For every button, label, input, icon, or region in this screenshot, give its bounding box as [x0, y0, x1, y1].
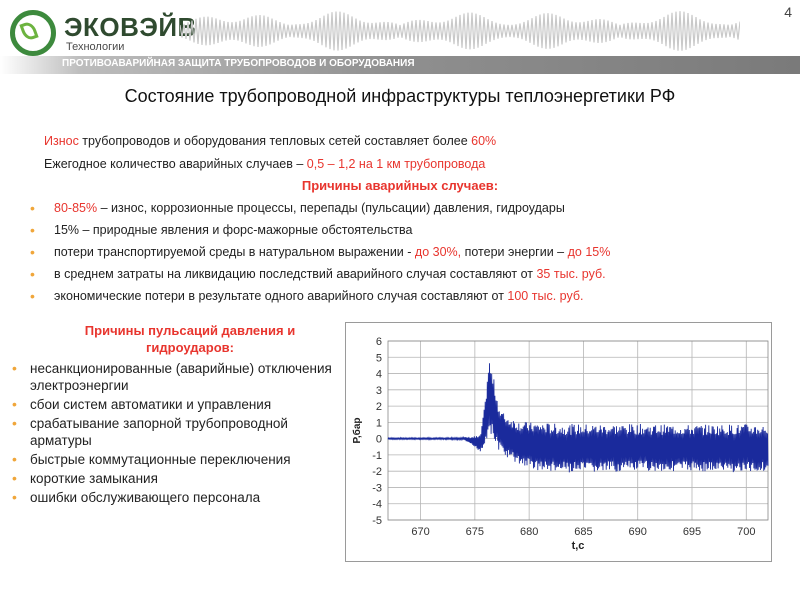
cause-value: до 15% — [567, 245, 611, 259]
accidents-line: Ежегодное количество аварийных случаев –… — [44, 157, 485, 171]
x-tick-label: 685 — [574, 526, 592, 538]
pulsation-heading-line2: гидроударов: — [146, 340, 234, 355]
x-tick-label: 700 — [737, 526, 755, 538]
list-item: в среднем затраты на ликвидацию последст… — [30, 266, 610, 288]
list-item: срабатывание запорной трубопроводной арм… — [8, 415, 348, 449]
list-item: короткие замыкания — [8, 470, 348, 487]
wear-text: трубопроводов и оборудования тепловых се… — [78, 134, 472, 148]
cause-text: потери транспортируемой среды в натураль… — [54, 245, 415, 259]
x-tick-label: 695 — [683, 526, 701, 538]
list-item: 80-85% – износ, коррозионные процессы, п… — [30, 200, 610, 222]
y-axis-label: P,бар — [351, 417, 363, 443]
logo-ring-icon — [10, 10, 56, 56]
list-item: потери транспортируемой среды в натураль… — [30, 244, 610, 266]
header-ribbon: ПРОТИВОАВАРИЙНАЯ ЗАЩИТА ТРУБОПРОВОДОВ И … — [0, 56, 800, 74]
pulsation-causes-list: несанкционированные (аварийные) отключен… — [8, 360, 348, 508]
list-item: ошибки обслуживающего персонала — [8, 489, 348, 506]
cause-text: потери энергии – — [461, 245, 568, 259]
list-item: экономические потери в результате одного… — [30, 288, 610, 310]
y-tick-label: 0 — [376, 434, 382, 446]
list-item: несанкционированные (аварийные) отключен… — [8, 360, 348, 394]
causes-heading: Причины аварийных случаев: — [301, 178, 499, 193]
x-tick-label: 670 — [411, 526, 429, 538]
y-tick-label: 2 — [376, 401, 382, 413]
pressure-chart-svg: 6 5 4 3 2 1 0 -1 -2 -3 -4 -5 670 675 680 685 690 695 700 t,… — [351, 336, 769, 552]
company-logo: ЭКОВЭЙВ Технологии — [10, 10, 196, 58]
x-axis-label: t,c — [572, 540, 585, 552]
y-tick-label: 4 — [376, 369, 382, 381]
slide-title: Состояние трубопроводной инфраструктуры … — [124, 86, 676, 106]
wear-percent: 60% — [471, 134, 497, 148]
cause-text: экономические потери в результате одного… — [54, 289, 508, 303]
list-item: 15% – природные явления и форс-мажорные … — [30, 222, 610, 244]
y-tick-label: -1 — [372, 450, 382, 462]
page-number: 4 — [784, 4, 792, 20]
y-tick-label: 3 — [376, 385, 382, 397]
header-waveform-decoration — [180, 11, 740, 51]
y-tick-label: -5 — [372, 515, 382, 527]
logo-subtitle: Технологии — [66, 41, 125, 53]
logo-name: ЭКОВЭЙВ — [64, 12, 197, 42]
y-tick-label: -3 — [372, 482, 382, 494]
cause-value: тыс. руб. — [528, 289, 584, 303]
wear-line: Износ трубопроводов и оборудования тепло… — [44, 134, 496, 148]
waveform-line — [180, 11, 740, 51]
cause-percent: 80-85% — [54, 201, 98, 215]
plot-area — [387, 340, 769, 521]
pulsation-heading: Причины пульсаций давления и гидроударов… — [30, 322, 350, 356]
pressure-series-line — [387, 363, 769, 473]
y-tick-label: -4 — [372, 499, 382, 511]
ribbon-text: ПРОТИВОАВАРИЙНАЯ ЗАЩИТА ТРУБОПРОВОДОВ И … — [62, 58, 415, 69]
accidents-rate: 0,5 – 1,2 на 1 км трубопровода — [306, 157, 486, 171]
list-item: сбои систем автоматики и управления — [8, 396, 348, 413]
y-tick-label: 1 — [376, 417, 382, 429]
y-tick-label: 6 — [376, 336, 382, 348]
cause-value: до 30%, — [414, 245, 462, 259]
causes-list: 80-85% – износ, коррозионные процессы, п… — [30, 200, 610, 310]
cause-text: 15% – природные явления и форс-мажорные … — [54, 223, 413, 237]
cause-value: 100 — [507, 289, 529, 303]
y-tick-label: 5 — [376, 352, 382, 364]
pressure-chart: 6 5 4 3 2 1 0 -1 -2 -3 -4 -5 670 675 680 685 690 695 700 t,… — [345, 322, 772, 562]
cause-text: в среднем затраты на ликвидацию последст… — [54, 267, 537, 281]
cause-value: 35 тыс. руб. — [536, 267, 606, 281]
accidents-text: Ежегодное количество аварийных случаев – — [44, 157, 307, 171]
x-tick-label: 675 — [466, 526, 484, 538]
pulsation-heading-line1: Причины пульсаций давления и — [84, 323, 296, 338]
cause-text: – износ, коррозионные процессы, перепады… — [97, 201, 565, 215]
x-tick-label: 690 — [629, 526, 647, 538]
y-tick-label: -2 — [372, 466, 382, 478]
wear-word: Износ — [44, 134, 79, 148]
list-item: быстрые коммутационные переключения — [8, 451, 348, 468]
x-tick-label: 680 — [520, 526, 538, 538]
